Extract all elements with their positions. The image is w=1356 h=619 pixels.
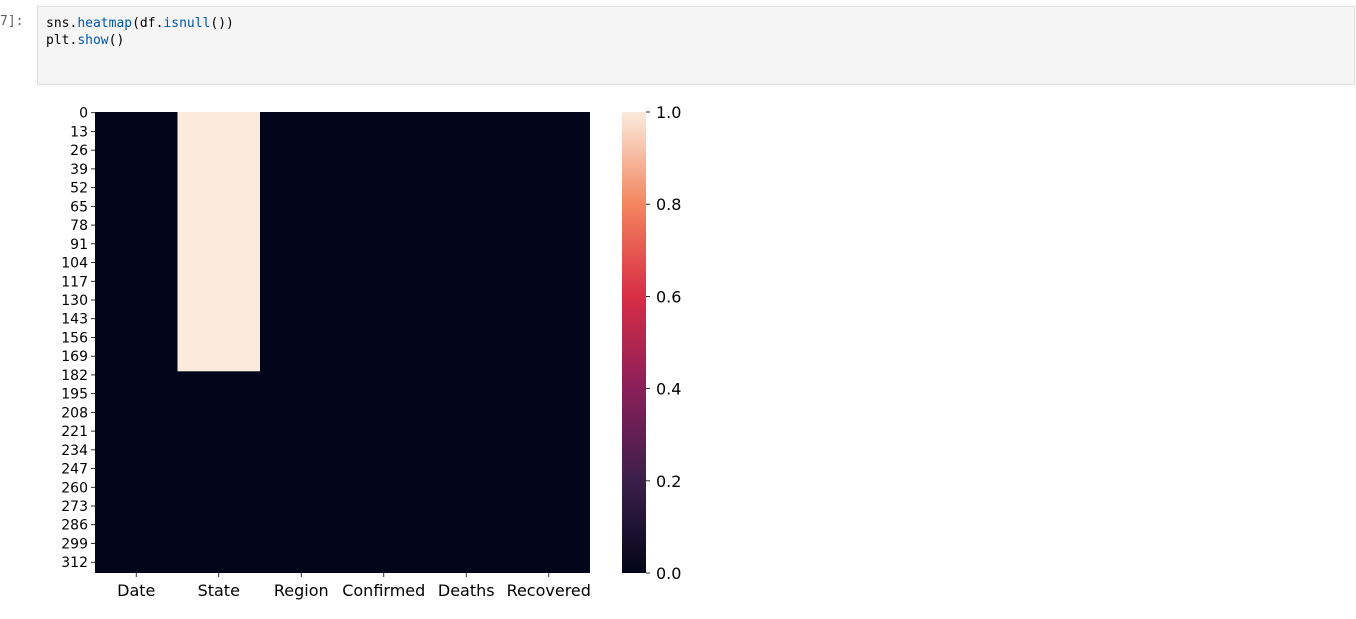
colorbar-tick-label: 0.2 — [656, 472, 681, 491]
code-token: () — [108, 33, 125, 48]
colorbar-tick-label: 0.6 — [656, 287, 681, 306]
code-token: (df. — [132, 16, 164, 31]
cell-prompt: 7]: — [0, 14, 24, 29]
y-tick-label: 65 — [70, 199, 88, 215]
heatmap-missing-block — [177, 112, 260, 372]
y-tick-label: 104 — [61, 256, 88, 272]
y-tick-label: 286 — [61, 518, 88, 534]
colorbar-tick-label: 1.0 — [656, 103, 681, 122]
colorbar-tick-label: 0.0 — [656, 564, 681, 583]
code-token: ()) — [210, 16, 234, 31]
heatmap-background-cells — [95, 112, 590, 573]
y-tick-label: 117 — [61, 274, 88, 290]
code-cell[interactable]: sns.heatmap(df.isnull()) plt.show() — [37, 6, 1355, 85]
code-line: sns.heatmap(df.isnull()) — [46, 15, 234, 32]
colorbar — [622, 112, 646, 573]
heatmap-figure: 0 13 26 39 52 65 78 91 104 117 130 143 156 169 182 195 2… — [61, 103, 681, 600]
colorbar-tick-label: 0.4 — [656, 380, 681, 399]
code-token: sns. — [46, 16, 78, 31]
code-function-token: show — [77, 33, 109, 48]
x-tick-label: Date — [117, 581, 155, 600]
y-tick-label: 208 — [61, 405, 88, 421]
y-tick-label: 221 — [61, 424, 88, 440]
x-tick-label: Recovered — [507, 581, 591, 600]
y-tick-label: 260 — [61, 480, 88, 496]
x-tick-label: Deaths — [438, 581, 495, 600]
y-tick-label: 143 — [61, 312, 88, 328]
y-tick-label: 273 — [61, 499, 88, 515]
y-tick-label: 169 — [61, 349, 88, 365]
x-tick-label: Confirmed — [342, 581, 425, 600]
colorbar-tick-label: 0.8 — [656, 195, 681, 214]
y-tick-label: 0 — [79, 106, 88, 122]
y-tick-label: 247 — [61, 462, 88, 478]
code-editor[interactable]: sns.heatmap(df.isnull()) plt.show() — [46, 15, 234, 49]
y-tick-label: 91 — [70, 237, 88, 253]
y-tick-label: 234 — [61, 443, 88, 459]
x-tick-label: Region — [274, 581, 329, 600]
code-token: plt. — [46, 33, 78, 48]
x-tick-label: State — [198, 581, 240, 600]
y-tick-label: 299 — [61, 536, 88, 552]
code-function-token: heatmap — [77, 16, 133, 31]
code-function-token: isnull — [163, 16, 211, 31]
y-tick-label: 195 — [61, 387, 88, 403]
y-tick-label: 78 — [70, 218, 88, 234]
y-tick-label: 182 — [61, 368, 88, 384]
y-tick-label: 130 — [61, 293, 88, 309]
code-line: plt.show() — [46, 32, 234, 49]
y-tick-label: 156 — [61, 330, 88, 346]
cell-output: 0 13 26 39 52 65 78 91 104 117 130 143 156 169 182 195 2… — [0, 95, 720, 615]
y-tick-label: 26 — [70, 143, 88, 159]
y-tick-label: 13 — [70, 124, 88, 140]
y-tick-label: 312 — [61, 555, 88, 571]
y-tick-label: 39 — [70, 162, 88, 178]
y-tick-label: 52 — [70, 181, 88, 197]
